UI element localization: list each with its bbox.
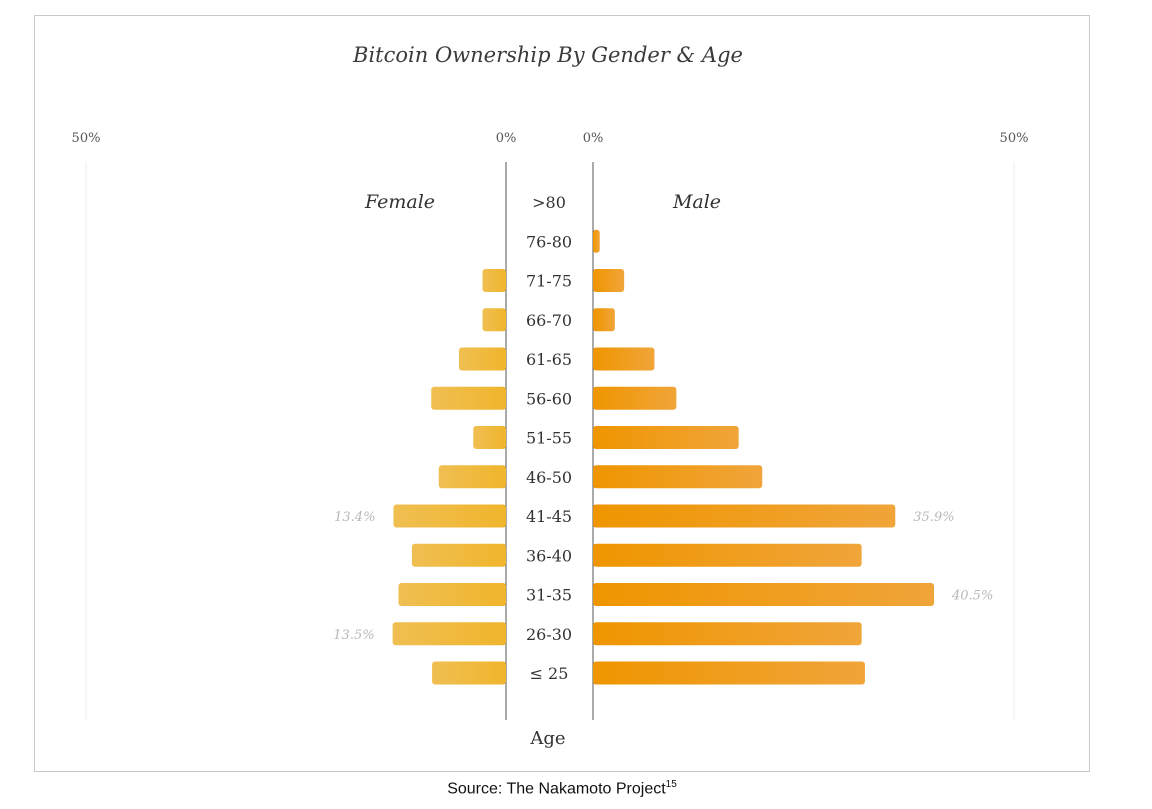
- male-bar: [593, 583, 935, 606]
- category-label: 76-80: [526, 232, 572, 251]
- source-footnote-ref: 15: [665, 779, 677, 790]
- bars-group: >80 76-80 71-75 66-70 61-65 56-60 51-55 46-50 41…: [333, 193, 993, 685]
- male-bar: [593, 347, 655, 371]
- female-data-label: 13.5%: [333, 628, 374, 643]
- tick-label-left-zero: 0%: [496, 131, 517, 146]
- tick-label-right-zero: 0%: [583, 131, 604, 146]
- category-label: ≤ 25: [530, 664, 569, 683]
- category-label: >80: [532, 193, 566, 212]
- female-bar: [482, 308, 506, 332]
- female-bar: [432, 661, 506, 685]
- male-bar: [593, 308, 615, 332]
- male-bar: [593, 543, 862, 567]
- category-label: 26-30: [526, 625, 572, 644]
- female-data-label: 13.4%: [334, 510, 375, 525]
- category-label: 66-70: [526, 311, 572, 330]
- female-bar: [411, 543, 506, 567]
- category-label: 46-50: [526, 468, 572, 487]
- female-bar: [482, 269, 506, 292]
- category-label: 71-75: [526, 272, 572, 291]
- male-bar: [593, 661, 865, 685]
- male-bar: [593, 269, 625, 292]
- male-bar: [593, 386, 677, 410]
- male-bar: [593, 465, 763, 489]
- male-data-label: 40.5%: [951, 589, 993, 604]
- male-bar: [593, 622, 862, 646]
- tick-label-left-max: 50%: [72, 131, 101, 146]
- female-bar: [458, 347, 506, 371]
- tick-label-right-max: 50%: [1000, 131, 1029, 146]
- female-bar: [431, 386, 506, 410]
- category-label: 51-55: [526, 429, 572, 448]
- female-bar: [392, 622, 506, 646]
- series-label-female: Female: [364, 191, 435, 213]
- male-bar: [593, 426, 739, 449]
- series-label-male: Male: [672, 191, 721, 213]
- female-bar: [393, 504, 506, 528]
- category-label: 31-35: [526, 586, 572, 605]
- female-bar: [438, 465, 506, 489]
- source-text: Source: The Nakamoto Project: [447, 780, 666, 798]
- male-bar: [593, 504, 896, 528]
- category-label: 36-40: [526, 546, 572, 565]
- category-label: 61-65: [526, 350, 572, 369]
- female-bar: [398, 583, 506, 606]
- male-data-label: 35.9%: [913, 510, 954, 525]
- category-label: 56-60: [526, 389, 572, 408]
- female-bar: [473, 426, 506, 449]
- male-bar: [593, 229, 600, 253]
- chart-title: Bitcoin Ownership By Gender & Age: [352, 43, 743, 67]
- category-label: 41-45: [526, 507, 572, 526]
- source-caption: Source: The Nakamoto Project15: [0, 779, 1124, 798]
- x-axis-label: Age: [529, 728, 565, 749]
- chart-frame: [34, 15, 1090, 772]
